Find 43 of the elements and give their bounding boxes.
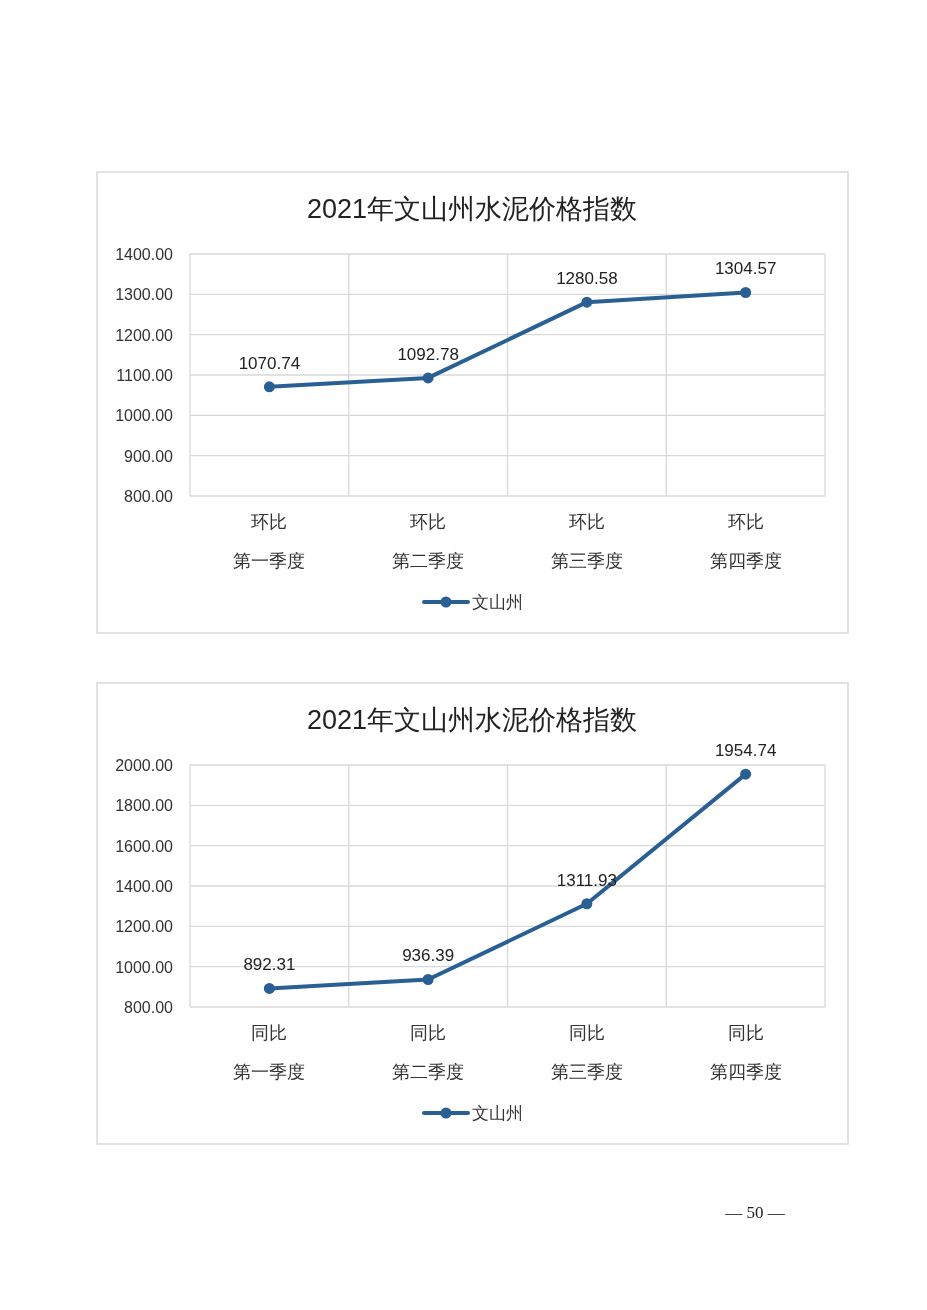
data-label: 1280.58: [556, 269, 618, 289]
data-label: 1954.74: [714, 741, 777, 761]
data-label: 892.31: [243, 955, 296, 975]
text: — 50 —: [724, 1203, 786, 1222]
y-tick-label: 1400.00: [115, 246, 174, 263]
chart-title: 2021年文山州水泥价格指数: [306, 705, 638, 735]
y-tick-label: 1600.00: [115, 837, 174, 855]
y-tick-label: 800.00: [124, 999, 174, 1016]
x-tick-label: 环比第四季度: [709, 512, 782, 571]
point: [422, 372, 434, 384]
x-tick-label: 同比第三季度: [550, 1023, 623, 1082]
x-tick-label: 环比第一季度: [233, 512, 306, 571]
point: [263, 982, 275, 994]
chart-title: 2021年文山州水泥价格指数: [306, 194, 638, 224]
point: [740, 768, 752, 780]
x-tick-label: 同比第四季度: [709, 1023, 782, 1082]
point: [581, 296, 593, 308]
point: [581, 898, 593, 910]
x-tick-label: 同比第一季度: [233, 1023, 306, 1082]
y-tick-label: 900.00: [124, 447, 174, 465]
data-label: 936.39: [402, 946, 455, 966]
y-tick-label: 1800.00: [115, 797, 174, 815]
x-tick-label: 环比第二季度: [392, 512, 465, 571]
point: [263, 381, 275, 393]
y-tick-label: 2000.00: [115, 757, 174, 774]
y-tick-label: 1300.00: [115, 286, 174, 304]
data-label: 1304.57: [714, 259, 777, 279]
x-tick-label: 同比第二季度: [392, 1023, 465, 1082]
data-label: 1092.78: [397, 344, 459, 364]
data-label: 1311.93: [556, 870, 617, 890]
data-label: 1070.74: [238, 353, 301, 373]
x-tick-label: 环比第三季度: [550, 512, 623, 571]
y-tick-label: 1100.00: [116, 367, 174, 384]
y-tick-label: 1400.00: [115, 878, 174, 895]
point: [422, 974, 434, 985]
y-tick-label: 800.00: [124, 488, 174, 505]
y-tick-label: 1200.00: [115, 918, 174, 936]
y-tick-label: 1000.00: [115, 958, 174, 976]
legend-label: 文山州: [472, 593, 523, 612]
point: [740, 286, 752, 298]
legend-label: 文山州: [472, 1104, 523, 1123]
y-tick-label: 1000.00: [115, 407, 174, 425]
y-tick-label: 1200.00: [115, 326, 174, 344]
